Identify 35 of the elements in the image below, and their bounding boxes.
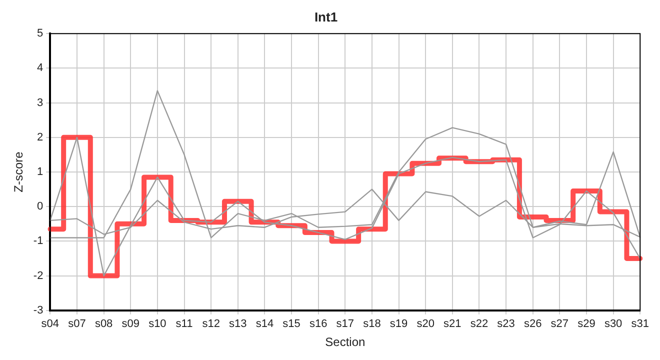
x-tick-label: s16 bbox=[309, 318, 328, 330]
y-tick-label: 5 bbox=[37, 28, 44, 40]
y-tick-label: -2 bbox=[33, 270, 44, 282]
chart-title: Int1 bbox=[314, 9, 338, 24]
x-tick-label: s21 bbox=[444, 318, 462, 330]
y-tick-label: 0 bbox=[37, 200, 44, 213]
y-tick-label: 4 bbox=[37, 62, 44, 74]
x-tick-label: s15 bbox=[282, 318, 300, 330]
x-tick-label: s07 bbox=[68, 318, 86, 330]
x-tick-label: s17 bbox=[336, 318, 354, 330]
x-tick-label: s13 bbox=[229, 318, 247, 330]
x-tick-label: s10 bbox=[148, 318, 166, 330]
x-tick-label: s22 bbox=[470, 318, 488, 330]
x-tick-label: s31 bbox=[631, 318, 650, 330]
y-tick-label: -3 bbox=[33, 304, 44, 316]
y-tick-label: 1 bbox=[37, 166, 44, 178]
y-tick-label: 3 bbox=[37, 96, 44, 109]
y-tick-label: -1 bbox=[33, 235, 44, 248]
x-tick-label: s27 bbox=[550, 318, 569, 330]
x-tick-label: s29 bbox=[578, 318, 596, 330]
y-tick-label: 2 bbox=[37, 131, 44, 144]
x-tick-label: s20 bbox=[416, 318, 434, 330]
x-tick-label: s04 bbox=[41, 318, 60, 330]
y-axis-title: Z-score bbox=[12, 151, 26, 192]
x-tick-label: s18 bbox=[363, 318, 381, 330]
x-tick-label: s12 bbox=[202, 318, 220, 330]
x-tick-label: s08 bbox=[94, 318, 113, 330]
x-tick-label: s30 bbox=[604, 318, 622, 330]
x-axis-title: Section bbox=[325, 335, 366, 350]
x-tick-label: s11 bbox=[176, 318, 193, 330]
x-tick-label: s26 bbox=[524, 318, 542, 330]
x-tick-label: s09 bbox=[122, 318, 140, 330]
x-tick-label: s19 bbox=[390, 318, 408, 330]
x-tick-label: s23 bbox=[497, 318, 515, 330]
x-tick-label: s14 bbox=[256, 318, 274, 330]
